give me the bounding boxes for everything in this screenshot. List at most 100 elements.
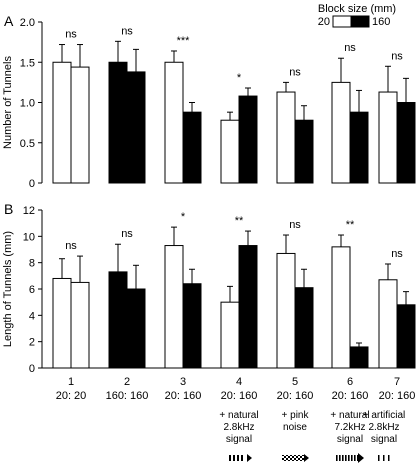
panel-a-bar [108,61,128,184]
panel-b-bar [52,277,72,369]
panel-b-bar [294,287,314,369]
natural-2.8khz-pattern-icon [229,455,231,461]
pink-noise-pattern-icon [282,455,304,461]
category-number: 2 [124,376,130,388]
category-number: 7 [394,376,400,388]
panel-b-bar [108,271,128,369]
panel-a-significance-label: ns [121,25,133,37]
signal-label-line: 7.2kHz [334,422,365,433]
panel-a-label: A [4,13,14,29]
panel-a-bar [378,91,398,184]
artificial-2.8khz-pattern-icon [383,455,385,461]
signal-label-line: noise [283,422,307,433]
panel-b-y-tick-label: 12 [23,205,35,217]
artificial-2.8khz-pattern-icon [378,455,380,461]
legend-swatch-white [332,15,352,28]
panel-a-y-tick-label: 1.5 [20,57,35,69]
natural-2.8khz-pattern-icon [241,455,243,461]
panel-a-bar [220,119,240,184]
panel-a-bar [396,102,416,184]
signal-label-line: + natural [219,410,258,421]
panel-b-bar [126,288,146,369]
category-number: 3 [180,376,186,388]
panel-b-y-tick-label: 0 [29,363,35,375]
panel-a-significance-label: ns [289,66,301,78]
category-sizes: 20: 20 [56,390,87,402]
panel-a-significance-label: *** [177,35,191,47]
legend-title: Block size (mm) [318,3,396,15]
signal-label-line: + pink [282,410,310,421]
panel-b-bar [276,252,296,369]
panel-b-bar [238,245,258,369]
signal-label-line: + artificial [363,410,406,421]
panel-b-label: B [4,201,13,217]
panel-a-y-tick-label: 0.5 [20,138,35,150]
panel-a-bar [349,111,369,184]
panel-a-bar [52,61,72,184]
panel-a-significance-label: ns [65,29,77,41]
panel-a-significance-label: * [237,72,242,84]
panel-b-significance-label: ** [346,219,355,231]
panel-a-significance-label: ns [391,50,403,62]
panel-a-bar [331,81,351,184]
category-number: 4 [236,376,242,388]
category-sizes: 20: 160 [165,390,202,402]
signal-label-line: signal [337,434,363,445]
signal-label-line: 2.8kHz [368,422,399,433]
panel-a-bar [276,91,296,184]
category-number: 6 [347,376,353,388]
panel-b-bar [164,245,184,369]
panel-a-bar [126,71,146,184]
natural-2.8khz-pattern-icon [237,455,239,461]
panel-b-bar [182,283,202,369]
panel-a-bar [294,119,314,184]
legend-label-160: 160 [372,16,390,28]
category-sizes: 20: 160 [379,390,416,402]
panel-b-y-tick-label: 8 [29,258,35,270]
panel-b-y-tick-label: 6 [29,284,35,296]
panel-b-y-tick-label: 10 [23,231,35,243]
panel-b-significance-label: ns [65,240,77,252]
panel-b-y-tick-label: 2 [29,337,35,349]
natural-2.8khz-pattern-icon [247,454,252,462]
pink-noise-pattern-icon [304,454,309,462]
signal-label-line: signal [371,434,397,445]
signal-label-line: 2.8kHz [223,422,254,433]
legend-swatch-black [350,15,370,28]
panel-b-bar [396,304,416,369]
category-sizes: 20: 160 [221,390,258,402]
panel-b-significance-label: ns [121,228,133,240]
panel-b-bar [349,346,369,369]
natural-7.2khz-pattern-icon [336,455,358,461]
panel-a-significance-label: ns [344,42,356,54]
category-sizes: 160: 160 [106,390,149,402]
panel-b-bar [220,301,240,369]
panel-b-bar [70,281,90,369]
panel-a-bar [238,95,258,184]
panel-b-significance-label: ns [391,248,403,260]
category-sizes: 20: 160 [277,390,314,402]
panel-a-bar [182,111,202,184]
artificial-2.8khz-pattern-icon [388,455,390,461]
category-number: 5 [292,376,298,388]
panel-b-y-tick-label: 4 [29,310,35,322]
panel-b-significance-label: * [181,211,186,223]
signal-label-line: signal [226,434,252,445]
panel-a-bar [70,66,90,184]
legend-label-20: 20 [318,16,330,28]
panel-a-y-tick-label: 1.0 [20,98,35,110]
panel-b-y-axis-title: Length of Tunnels (mm) [2,231,14,347]
category-sizes: 20: 160 [332,390,369,402]
panel-a-y-tick-label: 0 [29,178,35,190]
panel-a-bar [164,61,184,184]
natural-7.2khz-pattern-icon [358,453,364,463]
panel-a-y-tick-label: 2.0 [20,17,35,29]
panel-b-bar [331,246,351,369]
panel-b-significance-label: ns [289,219,301,231]
signal-label-line: + natural [330,410,369,421]
panel-b-significance-label: ** [235,215,244,227]
natural-2.8khz-pattern-icon [233,455,235,461]
panel-b-bar [378,279,398,369]
category-number: 1 [68,376,74,388]
